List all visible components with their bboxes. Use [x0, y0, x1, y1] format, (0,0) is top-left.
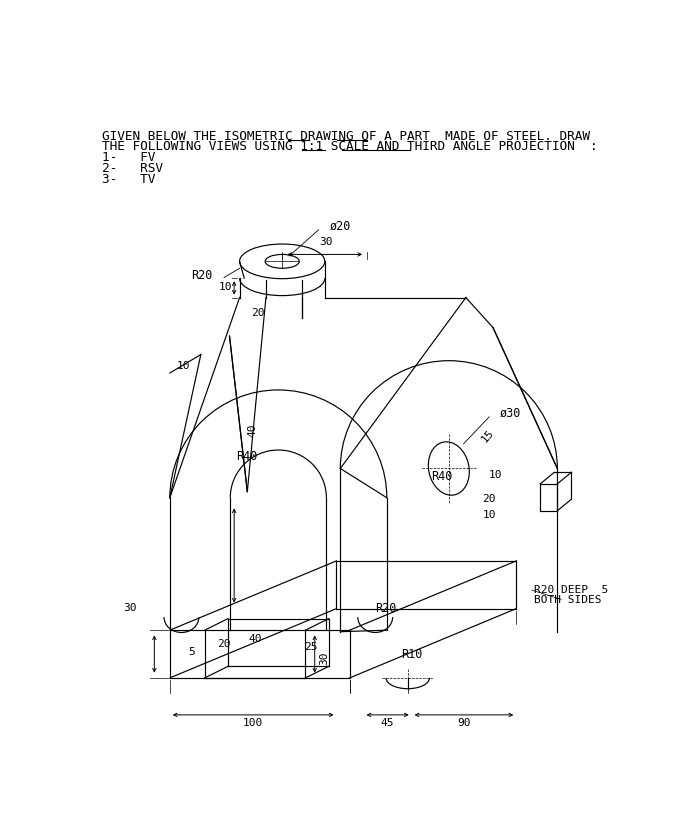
Text: ø20: ø20 — [329, 219, 351, 232]
Text: 15: 15 — [480, 428, 496, 444]
Text: 2-   RSV: 2- RSV — [101, 162, 163, 175]
Text: 20: 20 — [217, 639, 231, 649]
Text: R20: R20 — [376, 602, 397, 616]
Text: 10: 10 — [218, 282, 232, 292]
Text: THE FOLLOWING VIEWS USING 1:1 SCALE AND THIRD ANGLE PROJECTION  :: THE FOLLOWING VIEWS USING 1:1 SCALE AND … — [101, 140, 597, 153]
Text: R20: R20 — [191, 269, 212, 283]
Text: 30: 30 — [320, 237, 333, 247]
Text: 10: 10 — [489, 470, 502, 480]
Text: 3-   TV: 3- TV — [101, 173, 155, 185]
Text: R40: R40 — [431, 470, 453, 483]
Text: 20: 20 — [251, 308, 265, 318]
Text: 30: 30 — [123, 603, 136, 613]
Text: 30: 30 — [319, 651, 329, 665]
Text: R10: R10 — [401, 648, 422, 662]
Text: ø30: ø30 — [500, 406, 522, 419]
Text: 20: 20 — [482, 494, 496, 504]
Text: R40: R40 — [236, 451, 257, 463]
Text: 40: 40 — [248, 634, 262, 644]
Text: GIVEN BELOW THE ISOMETRIC DRAWING OF A PART  MADE OF STEEL. DRAW: GIVEN BELOW THE ISOMETRIC DRAWING OF A P… — [101, 129, 590, 143]
Text: 10: 10 — [482, 510, 496, 520]
Text: 90: 90 — [457, 718, 471, 728]
Text: 1-   FV: 1- FV — [101, 152, 155, 164]
Text: BOTH SIDES: BOTH SIDES — [534, 595, 601, 605]
Text: 5: 5 — [188, 647, 195, 657]
Text: 40: 40 — [248, 424, 258, 437]
Text: R20 DEEP  5: R20 DEEP 5 — [534, 585, 608, 595]
Text: 100: 100 — [243, 718, 263, 728]
Text: 45: 45 — [381, 718, 394, 728]
Text: 10: 10 — [176, 361, 189, 371]
Text: 25: 25 — [304, 642, 318, 652]
